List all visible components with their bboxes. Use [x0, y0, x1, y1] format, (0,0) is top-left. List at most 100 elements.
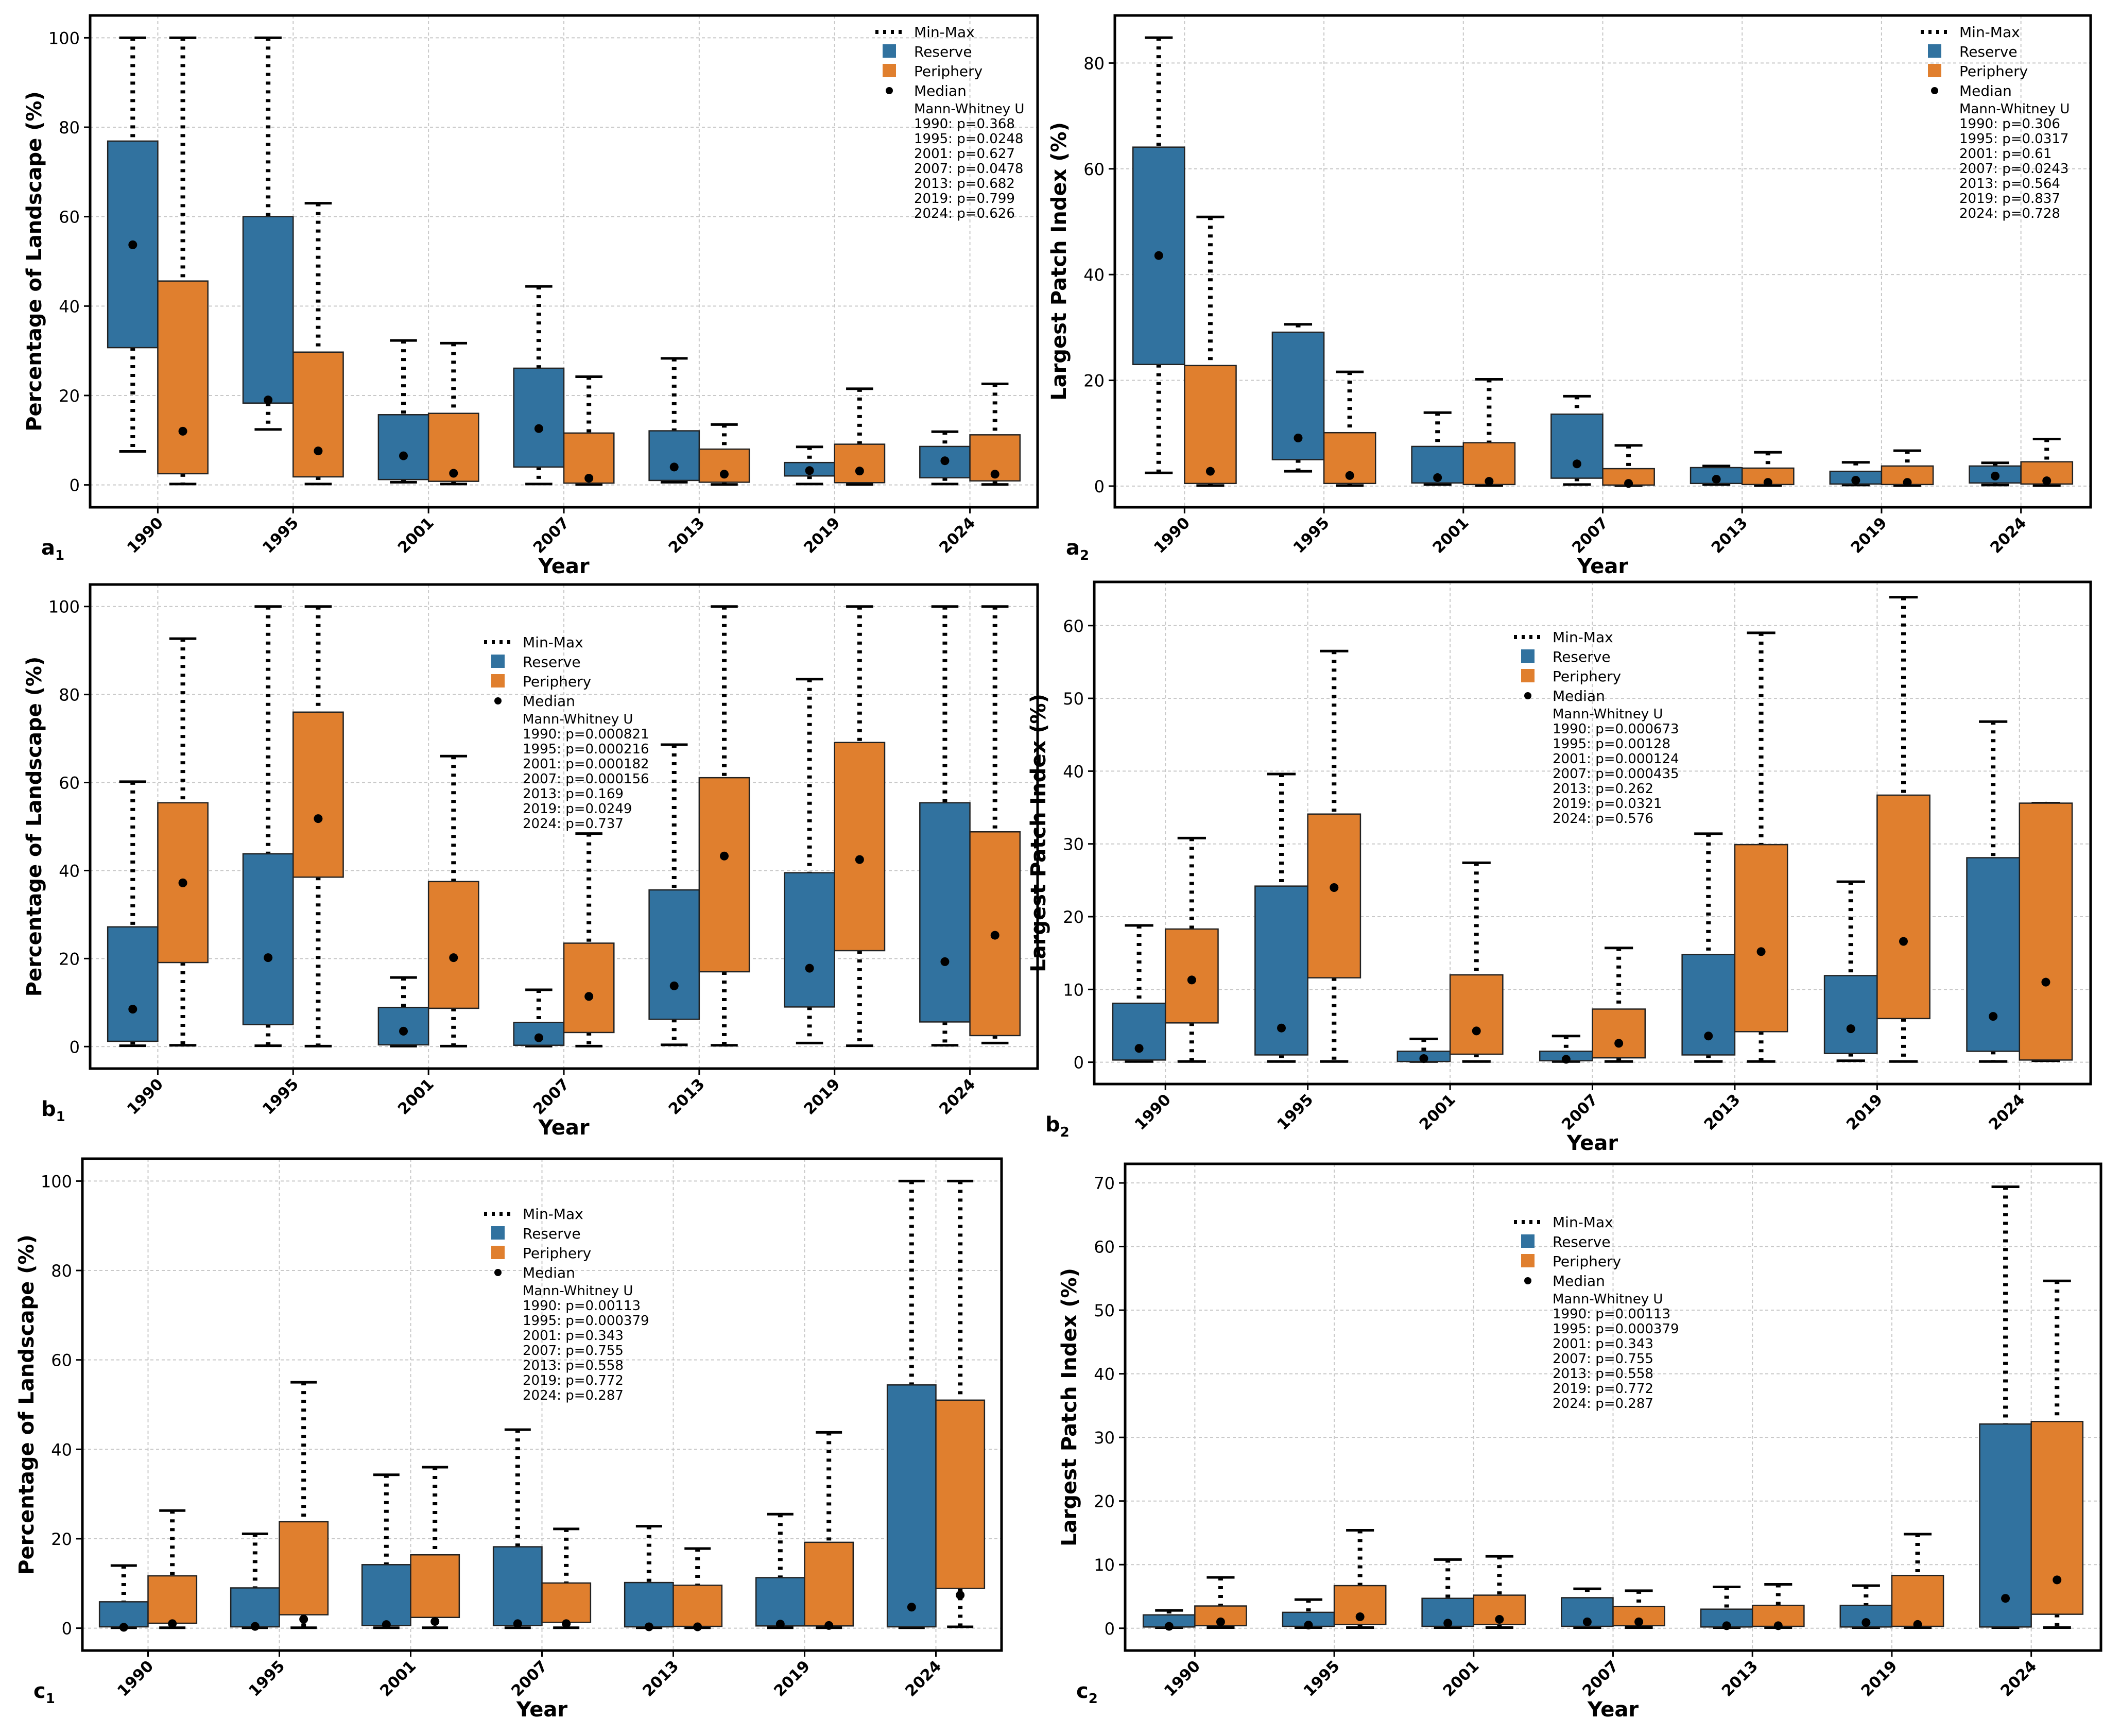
reserve-2019-median — [1861, 1618, 1871, 1627]
reserve-2013-median — [1722, 1621, 1731, 1630]
y-axis-label: Largest Patch Index (%) — [1047, 122, 1071, 401]
periphery-2019-median — [1899, 937, 1908, 946]
x-tick-label-2001: 2001 — [1429, 514, 1473, 557]
legend-pvalue-1990: 1990: p=0.306 — [1959, 116, 2060, 132]
reserve-1990-median — [128, 240, 137, 249]
reserve-1995-median — [250, 1622, 260, 1631]
y-tick-label: 60 — [51, 1351, 72, 1370]
legend-median-swatch — [1524, 692, 1531, 699]
reserve-2007-box — [1550, 414, 1604, 479]
legend-periphery: Periphery — [1553, 668, 1621, 685]
y-tick-label: 100 — [48, 28, 80, 48]
x-tick-label-2019: 2019 — [770, 1657, 814, 1700]
legend-test-title: Mann-Whitney U — [1959, 101, 2070, 117]
legend-test-title: Mann-Whitney U — [523, 1283, 633, 1299]
reserve-2019-median — [1846, 1024, 1855, 1034]
y-tick-label: 60 — [1083, 160, 1105, 179]
legend-periphery-swatch — [1928, 64, 1941, 77]
panel-tag: b2 — [1045, 1113, 1070, 1140]
series-reserve — [107, 605, 971, 1047]
periphery-1990-median — [178, 878, 187, 887]
y-tick-label: 40 — [51, 1440, 72, 1459]
legend-reserve: Reserve — [1959, 43, 2018, 60]
x-tick-label-1995: 1995 — [1300, 1657, 1343, 1700]
x-axis: 1990 1995 2001 2007 2013 2019 2024 — [124, 1069, 979, 1119]
panel-c2: 0 10 20 30 40 50 60 70 Largest Patch Index (%) 19… — [1058, 1162, 2102, 1722]
legend-median: Median — [914, 82, 967, 99]
x-tick-label-2007: 2007 — [508, 1657, 551, 1700]
legend-test-title: Mann-Whitney U — [523, 712, 633, 727]
y-tick-label: 10 — [1094, 1555, 1115, 1575]
periphery-1990-median — [1216, 1617, 1225, 1626]
legend-min-max: Min-Max — [523, 634, 583, 651]
legend-pvalue-2019: 2019: p=0.0249 — [523, 801, 632, 817]
series-periphery — [1184, 215, 2074, 488]
reserve-1995-median — [264, 396, 273, 405]
periphery-1990-median — [1205, 467, 1215, 476]
legend-pvalue-2013: 2013: p=0.564 — [1959, 176, 2060, 192]
periphery-1990-box — [1184, 365, 1237, 485]
series-reserve — [1142, 1185, 2032, 1631]
reserve-2024-median — [907, 1603, 916, 1612]
series-reserve — [1112, 720, 2021, 1064]
periphery-2024-box — [2019, 802, 2073, 1061]
periphery-2024-box — [935, 1399, 986, 1589]
x-tick-label-2001: 2001 — [394, 514, 438, 557]
legend-periphery-swatch — [491, 1246, 505, 1259]
x-tick-label-2019: 2019 — [801, 514, 844, 557]
periphery-2013-median — [1773, 1621, 1783, 1630]
reserve-2013-box — [648, 430, 700, 482]
periphery-1990-median — [168, 1619, 177, 1628]
legend-min-max: Min-Max — [1553, 1214, 1613, 1231]
series-periphery — [1194, 1279, 2084, 1630]
legend-periphery: Periphery — [523, 1245, 591, 1262]
x-axis: 1990 1995 2001 2007 2013 2019 2024 — [1150, 507, 2030, 557]
legend-reserve-swatch — [1521, 1234, 1535, 1248]
periphery-2019-median — [855, 855, 864, 864]
periphery-2007-median — [1624, 479, 1633, 488]
x-tick-label-2013: 2013 — [1701, 1091, 1744, 1134]
reserve-2007-median — [513, 1619, 522, 1628]
x-tick-label-2007: 2007 — [1558, 1091, 1601, 1134]
legend-test-title: Mann-Whitney U — [914, 101, 1024, 117]
legend-test-title: Mann-Whitney U — [1553, 707, 1663, 722]
reserve-2007-box — [492, 1546, 543, 1626]
reserve-2001-box — [361, 1564, 411, 1626]
legend-min-max: Min-Max — [914, 24, 975, 41]
periphery-2024-median — [2053, 1575, 2062, 1585]
periphery-2019-median — [1903, 478, 1912, 487]
x-tick-label-2024: 2024 — [902, 1657, 945, 1700]
legend-test-title: Mann-Whitney U — [1553, 1292, 1663, 1307]
periphery-2019-box — [1891, 1574, 1944, 1627]
series-reserve — [107, 36, 971, 486]
reserve-2001-median — [1419, 1054, 1428, 1063]
y-tick-label: 30 — [1094, 1428, 1115, 1448]
x-tick-label-2013: 2013 — [1718, 1657, 1762, 1700]
legend: Min-Max Reserve Periphery Median Mann-Whitne… — [1514, 1214, 1679, 1412]
x-tick-label-1995: 1995 — [1274, 1091, 1317, 1134]
x-tick-label-2024: 2024 — [936, 514, 979, 557]
legend-pvalue-2013: 2013: p=0.558 — [523, 1358, 624, 1373]
legend-min-max: Min-Max — [523, 1206, 583, 1223]
y-tick-label: 20 — [1083, 371, 1105, 391]
series-periphery — [147, 1179, 986, 1631]
y-tick-label: 10 — [1063, 980, 1084, 1000]
legend-pvalue-1995: 1995: p=0.000379 — [523, 1313, 649, 1329]
reserve-2019-box — [1823, 975, 1878, 1054]
y-tick-label: 0 — [1105, 1619, 1115, 1639]
legend-pvalue-1990: 1990: p=0.000821 — [523, 727, 649, 742]
periphery-2019-box — [804, 1541, 854, 1627]
periphery-1990-median — [178, 426, 187, 436]
y-axis-label: Percentage of Landscape (%) — [23, 91, 46, 432]
x-tick-label-2024: 2024 — [1997, 1657, 2041, 1700]
y-tick-label: 0 — [70, 476, 80, 495]
legend-pvalue-2019: 2019: p=0.837 — [1959, 191, 2060, 207]
reserve-1990-median — [1164, 1622, 1174, 1631]
x-tick-label-1990: 1990 — [1161, 1657, 1204, 1700]
x-tick-label-1990: 1990 — [1131, 1091, 1175, 1134]
x-tick-label-2007: 2007 — [1579, 1657, 1622, 1700]
legend-periphery: Periphery — [1553, 1253, 1621, 1270]
series-periphery — [157, 36, 1021, 486]
reserve-1995-box — [242, 853, 294, 1025]
y-axis-label: Largest Patch Index (%) — [1027, 694, 1050, 972]
